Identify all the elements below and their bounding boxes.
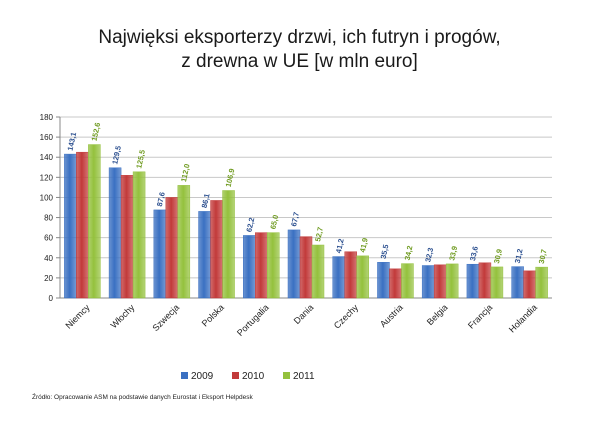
bar-2011 <box>177 185 191 299</box>
bar-2011 <box>222 190 235 299</box>
data-label: 67,7 <box>289 211 301 227</box>
bar-2010 <box>299 236 313 299</box>
bar-2011 <box>88 144 101 299</box>
bar-2009 <box>466 263 480 299</box>
bar-2010 <box>255 232 268 299</box>
y-tick-label: 20 <box>44 274 53 283</box>
bar-2010 <box>523 270 536 299</box>
data-label: 152,6 <box>90 122 103 142</box>
bar-2011 <box>535 266 548 299</box>
data-label: 129,5 <box>110 145 123 165</box>
bar-2011 <box>132 171 146 299</box>
bar-2010 <box>344 251 357 299</box>
bar-2011 <box>490 266 504 299</box>
data-label: 33,9 <box>447 245 459 261</box>
y-tick-label: 120 <box>40 173 54 182</box>
bar-2009 <box>198 211 211 299</box>
data-label: 33,6 <box>468 245 480 261</box>
bar-2009 <box>377 262 390 299</box>
category-label: Portugalia <box>235 302 271 338</box>
data-label: 143,1 <box>66 131 79 151</box>
category-label: Holandia <box>507 302 539 334</box>
y-tick-label: 80 <box>44 214 53 223</box>
category-label: Polska <box>200 302 226 328</box>
data-label: 34,2 <box>403 245 415 261</box>
data-label: 52,7 <box>313 226 325 242</box>
y-tick-label: 140 <box>40 153 54 162</box>
bar-2009 <box>287 229 301 299</box>
category-label: Belgia <box>425 302 450 327</box>
legend-swatch-2011 <box>283 372 290 379</box>
category-label: Francja <box>466 302 494 330</box>
bar-2011 <box>401 263 414 299</box>
bar-2011 <box>267 232 280 299</box>
bar-2010 <box>76 151 89 299</box>
bar-2010 <box>478 262 492 299</box>
data-label: 31,2 <box>513 248 525 264</box>
category-label: Włochy <box>109 302 137 330</box>
category-label: Dania <box>292 302 316 326</box>
category-label: Czechy <box>332 302 361 331</box>
bar-2010 <box>210 200 223 299</box>
data-label: 112,0 <box>179 163 192 183</box>
legend-label-2011: 2011 <box>293 371 315 382</box>
data-label: 106,9 <box>224 168 237 188</box>
legend-swatch-2010 <box>232 372 239 379</box>
chart-title-line-1: Najwięksi eksporterzy drzwi, ich futryn … <box>98 27 501 48</box>
data-label: 35,5 <box>379 244 391 260</box>
bar-2009 <box>332 256 345 299</box>
y-tick-label: 40 <box>44 254 53 263</box>
category-label: Niemcy <box>63 302 92 331</box>
y-tick-label: 60 <box>44 234 53 243</box>
bar-2009 <box>511 266 524 299</box>
y-tick-label: 160 <box>40 133 54 142</box>
bar-2010 <box>389 268 402 299</box>
data-label: 32,3 <box>423 247 435 263</box>
legend-swatch-2009 <box>181 372 188 379</box>
category-label: Szwecja <box>150 302 181 333</box>
legend-label-2010: 2010 <box>242 371 265 382</box>
bar-2011 <box>445 263 459 299</box>
bar-2009 <box>421 265 435 299</box>
category-label: Austria <box>378 302 405 329</box>
bar-2009 <box>243 235 256 299</box>
legend-label-2009: 2009 <box>191 371 214 382</box>
bar-2011 <box>356 255 369 299</box>
bar-2009 <box>64 153 77 299</box>
source-note: Źródło: Opracowanie ASM na podstawie dan… <box>32 394 253 401</box>
data-label: 41,9 <box>358 237 370 253</box>
data-label: 125,5 <box>134 149 147 169</box>
data-label: 62,2 <box>244 217 256 233</box>
y-tick-label: 100 <box>40 193 54 202</box>
data-label: 87,6 <box>155 191 167 207</box>
data-label: 65,0 <box>268 214 280 230</box>
data-label: 30,9 <box>492 248 504 264</box>
y-tick-label: 0 <box>49 294 54 303</box>
bar-2010 <box>433 264 447 299</box>
bar-2011 <box>311 244 325 299</box>
bar-2010 <box>165 197 179 299</box>
chart-title-line-2: z drewna w UE [w mln euro] <box>181 51 418 72</box>
bar-2010 <box>120 175 134 299</box>
bar-2009 <box>153 209 167 299</box>
data-label: 41,2 <box>334 238 346 254</box>
y-tick-label: 180 <box>40 113 54 122</box>
data-label: 86,1 <box>200 193 212 209</box>
data-label: 30,7 <box>537 248 549 264</box>
bar-2009 <box>108 167 122 299</box>
